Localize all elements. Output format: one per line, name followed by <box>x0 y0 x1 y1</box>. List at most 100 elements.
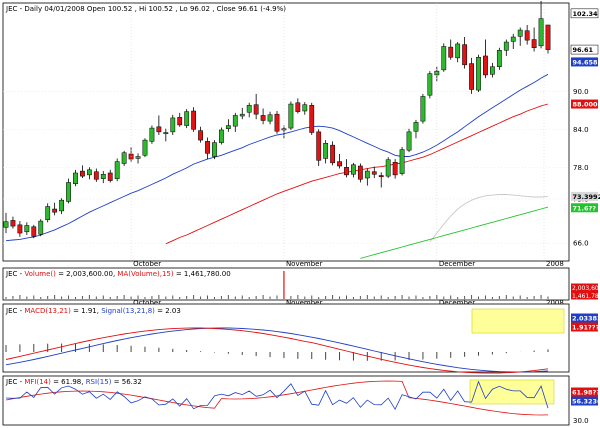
macd-tag: 1.91??? <box>571 322 600 332</box>
candle <box>316 129 322 167</box>
candle <box>184 109 190 129</box>
volume-tag: 1,461,780 <box>571 291 600 300</box>
month-label: November <box>286 260 323 268</box>
mfi-tag: 61.98?? <box>571 387 600 397</box>
candle <box>344 159 349 178</box>
candle <box>31 224 37 239</box>
price-tag: 88.0000 <box>571 99 600 109</box>
price-tick-label: 90.0 <box>573 88 589 96</box>
candle <box>538 0 544 49</box>
header-close: Close 96.61 <box>217 5 258 13</box>
candle <box>357 163 363 183</box>
candle <box>330 141 335 166</box>
macd-header-prefix: JEC - <box>5 307 24 315</box>
candle <box>496 47 502 70</box>
candle <box>441 43 447 72</box>
candle <box>517 27 523 46</box>
candle <box>510 33 516 50</box>
candle <box>24 222 30 235</box>
header-period: Daily <box>24 5 42 13</box>
candle <box>483 39 488 79</box>
candle <box>524 24 530 45</box>
candle <box>107 169 113 183</box>
candle <box>323 140 329 164</box>
candle <box>121 150 127 167</box>
candle <box>198 126 203 143</box>
volume-month-label: October <box>133 299 161 307</box>
volume-month-label: November <box>286 299 323 307</box>
rsi-header-label: RSI(15) <box>86 378 112 386</box>
candle <box>413 119 419 139</box>
svg-text:1.91???: 1.91??? <box>572 324 600 332</box>
moving-average-ma_green <box>360 206 549 259</box>
candle <box>86 167 92 180</box>
signal-header-value: = 2.03 <box>157 307 181 315</box>
mfi-header-prefix: JEC - <box>5 378 24 386</box>
candle <box>351 162 356 178</box>
candle <box>420 93 426 124</box>
candle <box>66 178 71 204</box>
rsi-header-value: = 56.32 <box>114 378 142 386</box>
candle <box>156 115 162 136</box>
header-change: (-4.9%) <box>260 5 286 13</box>
price-tick-label: 78.0 <box>573 164 589 172</box>
header-open: Open 100.52 <box>87 5 132 13</box>
candle <box>462 36 468 69</box>
price-tag: 102.34 <box>570 8 599 19</box>
candle <box>191 107 197 132</box>
price-tick-label: 66.0 <box>573 240 589 248</box>
candle <box>274 110 280 134</box>
macd-highlight-box <box>471 308 565 334</box>
mfi-header: JEC - MFI(14) = 61.98, RSI(15) = 56.32 <box>5 378 142 386</box>
candle <box>239 107 245 120</box>
candle <box>59 198 64 215</box>
rsi-line <box>5 380 549 411</box>
candle <box>52 202 58 216</box>
mfi-rsi-panel: JEC - MFI(14) = 61.98, RSI(15) = 56.32 3… <box>2 375 600 426</box>
price-tick-label: 84.0 <box>573 126 589 134</box>
candle <box>469 57 474 94</box>
macd-line <box>5 327 549 374</box>
candle <box>309 102 315 136</box>
candle <box>253 93 259 120</box>
month-label: 2008 <box>546 260 564 268</box>
candle <box>302 102 308 115</box>
month-label: December <box>439 260 475 268</box>
candle <box>163 128 169 142</box>
candle <box>212 140 217 160</box>
macd-header: JEC - MACD(13,21) = 1.91, Signal(13,21,8… <box>5 307 181 315</box>
candle <box>427 71 433 99</box>
header-high: Hi 100.52 <box>139 5 173 13</box>
macd-header-label: MACD(13,21) <box>24 307 71 315</box>
candle <box>246 102 252 118</box>
candle <box>38 219 44 237</box>
candle <box>364 168 370 186</box>
candle <box>93 168 99 182</box>
svg-text:96.61: 96.61 <box>573 46 594 54</box>
mfi-highlight-box <box>469 379 555 405</box>
candle <box>260 108 266 125</box>
moving-average-ma_red <box>165 103 549 245</box>
volume-month-label: December <box>439 299 475 307</box>
candle <box>455 42 461 63</box>
month-label: October <box>133 260 161 268</box>
svg-text:71.6??: 71.6?? <box>573 204 597 212</box>
candle <box>503 39 509 56</box>
price-panel: JEC - Daily 04/01/2008 Open 100.52 , Hi … <box>2 0 600 268</box>
mfi-line <box>5 380 549 416</box>
candle <box>73 169 78 187</box>
volume-header-prefix: JEC - <box>5 270 24 278</box>
macd-panel: JEC - MACD(13,21) = 1.91, Signal(13,21,8… <box>2 303 600 374</box>
signal-header-label: Signal(13,21,8) <box>101 307 155 315</box>
candle <box>225 119 231 132</box>
candle <box>205 137 210 160</box>
svg-text:1,461,780: 1,461,780 <box>572 293 600 300</box>
header-date: 04/01/2008 <box>44 5 84 13</box>
candle <box>142 138 148 158</box>
candle <box>385 157 391 179</box>
price-tag: 71.6?? <box>571 203 598 212</box>
volume-header: JEC - Volume() = 2,003,600.00, MA(Volume… <box>5 270 231 278</box>
candle <box>476 54 481 93</box>
macd-header-value: = 1.91, <box>73 307 101 315</box>
candle <box>531 27 537 52</box>
